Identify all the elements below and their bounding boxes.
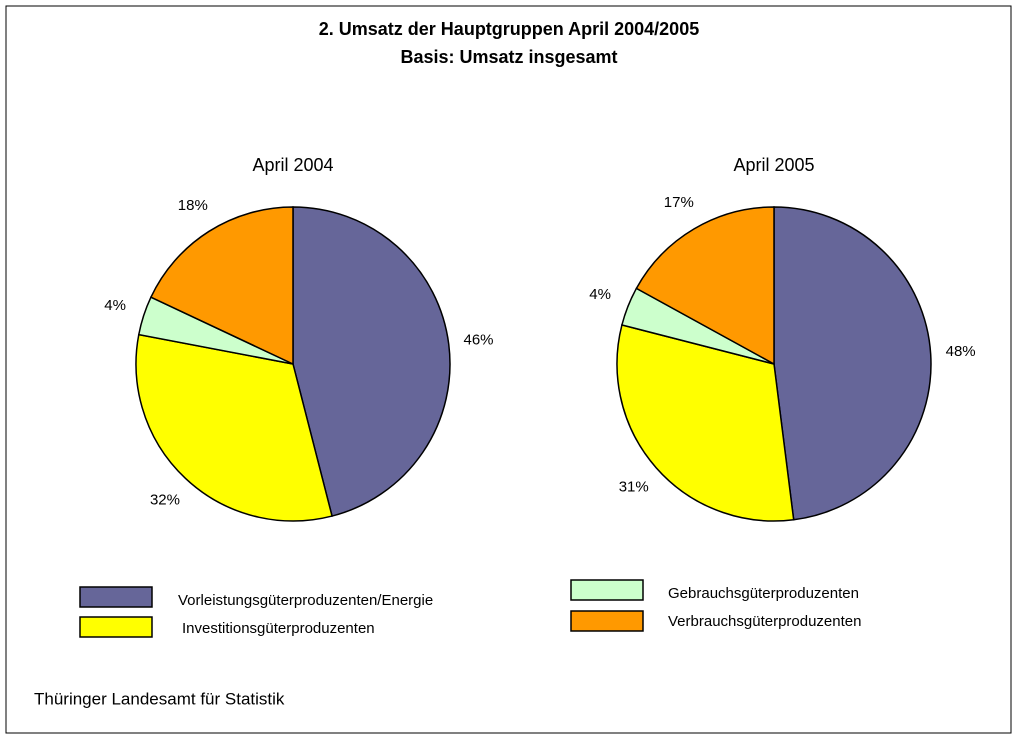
legend-label: Investitionsgüterproduzenten — [182, 620, 375, 637]
data-label: 18% — [178, 197, 208, 214]
chart-subtitle: Basis: Umsatz insgesamt — [400, 47, 617, 67]
legend-swatch — [570, 579, 644, 601]
legend-label: Verbrauchsgüterproduzenten — [668, 613, 861, 630]
data-label: 17% — [664, 194, 694, 211]
data-label: 4% — [589, 286, 611, 303]
legend-label: Vorleistungsgüterproduzenten/Energie — [178, 592, 433, 609]
chart-title: 2. Umsatz der Hauptgruppen April 2004/20… — [319, 19, 699, 39]
data-label: 31% — [619, 479, 649, 496]
legend-swatch — [79, 616, 153, 638]
pie-slice — [773, 206, 932, 521]
data-label: 32% — [150, 491, 180, 508]
pie-slice — [635, 206, 775, 366]
legend-label: Gebrauchsgüterproduzenten — [668, 585, 859, 602]
data-label: 48% — [946, 343, 976, 360]
legend-swatch — [79, 586, 153, 608]
data-label: 4% — [104, 297, 126, 314]
pie-slice — [135, 333, 333, 522]
source: Thüringer Landesamt für Statistik — [34, 689, 285, 708]
pie-title: April 2004 — [252, 155, 333, 175]
data-label: 46% — [464, 332, 494, 349]
pie-slice — [616, 324, 795, 522]
legend-swatch — [570, 610, 644, 632]
pie-slice — [292, 206, 451, 517]
pie-slice — [149, 206, 294, 366]
pie-title: April 2005 — [733, 155, 814, 175]
